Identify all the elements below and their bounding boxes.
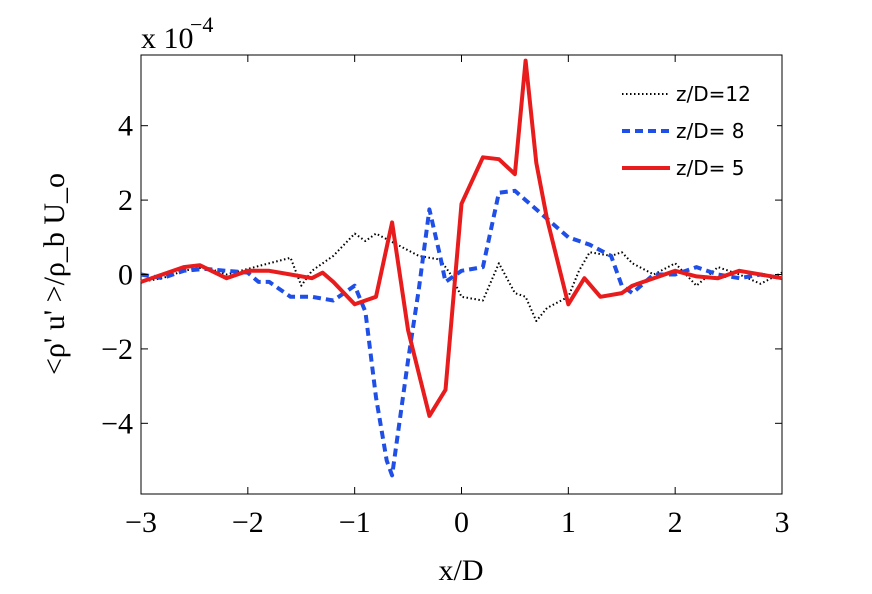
y-tick-label: 0	[118, 259, 133, 292]
x-tick-label: −3	[125, 506, 157, 539]
series-line-2	[140, 188, 783, 478]
series-line-1	[140, 232, 783, 322]
x-tick-label: 0	[454, 506, 469, 539]
series-layer	[140, 58, 783, 478]
y-tick-label: 4	[118, 110, 133, 143]
legend-label-1: z/D=12	[676, 82, 751, 106]
legend: z/D=12 z/D= 8 z/D= 5	[612, 72, 777, 192]
x-tick-label: 2	[668, 506, 683, 539]
y-tick-label: −2	[101, 333, 133, 366]
series-line-3	[140, 58, 783, 418]
y-tick-label: −4	[101, 407, 133, 440]
y-tick-label: 2	[118, 184, 133, 217]
x-tick-label: −1	[339, 506, 371, 539]
ticks-layer: −3 −2 −1 0 1 2 3 −4 −2 0 2 4	[101, 55, 790, 539]
y-multiplier-label: x 10	[141, 22, 194, 55]
x-tick-label: 3	[775, 506, 790, 539]
x-tick-label: −2	[232, 506, 264, 539]
legend-label-2: z/D= 8	[676, 119, 744, 143]
y-multiplier-exponent: −4	[190, 12, 213, 37]
x-axis-label: x/D	[439, 554, 484, 587]
x-tick-label: 1	[561, 506, 576, 539]
legend-label-3: z/D= 5	[676, 156, 744, 180]
y-axis-label: <ρ' u' >/ρ_b U_o	[38, 173, 71, 375]
